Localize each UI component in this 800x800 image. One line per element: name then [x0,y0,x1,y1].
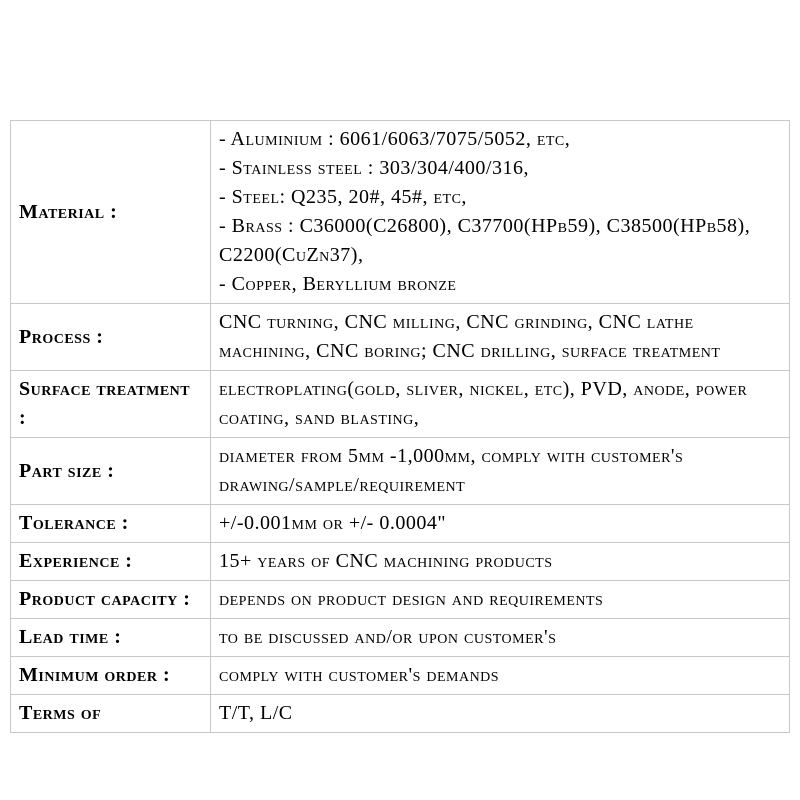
row-value-line: - Copper, Beryllium bronze [219,270,781,299]
row-value-line: to be discussed and/or upon customer's [219,623,781,652]
row-value: 15+ years of CNC machining products [211,543,790,581]
table-row: Minimum order : comply with customer's de… [11,657,790,695]
row-value: electroplating(gold, sliver, nickel, etc… [211,371,790,438]
row-value-line: depends on product design and requiremen… [219,585,781,614]
row-value-line: diameter from 5mm -1,000mm, comply with … [219,442,781,500]
spec-table: Material :- Aluminium : 6061/6063/7075/5… [10,120,790,733]
row-value-line: CNC turning, CNC milling, CNC grinding, … [219,308,781,366]
row-value: to be discussed and/or upon customer's [211,619,790,657]
row-value: - Aluminium : 6061/6063/7075/5052, etc,-… [211,121,790,304]
spec-table-body: Material :- Aluminium : 6061/6063/7075/5… [11,121,790,733]
row-label: Tolerance : [11,505,211,543]
row-value-line: - Brass : C36000(C26800), C37700(HPb59),… [219,212,781,270]
row-value: T/T, L/C [211,695,790,733]
row-label: Product capacity : [11,581,211,619]
table-row: Lead time : to be discussed and/or upon c… [11,619,790,657]
row-value-line: +/-0.001mm or +/- 0.0004" [219,509,781,538]
row-value-line: comply with customer's demands [219,661,781,690]
row-label: Terms of [11,695,211,733]
row-value-line: - Steel: Q235, 20#, 45#, etc, [219,183,781,212]
spec-table-container: Material :- Aluminium : 6061/6063/7075/5… [0,0,800,733]
row-value: CNC turning, CNC milling, CNC grinding, … [211,304,790,371]
row-value-line: 15+ years of CNC machining products [219,547,781,576]
row-value: diameter from 5mm -1,000mm, comply with … [211,438,790,505]
table-row: Material :- Aluminium : 6061/6063/7075/5… [11,121,790,304]
row-value-line: T/T, L/C [219,699,781,728]
row-label: Experience : [11,543,211,581]
row-label: Material : [11,121,211,304]
row-label: Surface treatment : [11,371,211,438]
row-value-line: - Stainless steel : 303/304/400/316, [219,154,781,183]
table-row: Experience : 15+ years of CNC machining p… [11,543,790,581]
table-row: Surface treatment :electroplating(gold, … [11,371,790,438]
table-row: Terms of T/T, L/C [11,695,790,733]
row-value-line: electroplating(gold, sliver, nickel, etc… [219,375,781,433]
row-label: Lead time : [11,619,211,657]
row-value-line: - Aluminium : 6061/6063/7075/5052, etc, [219,125,781,154]
row-value: comply with customer's demands [211,657,790,695]
row-label: Part size : [11,438,211,505]
row-value: depends on product design and requiremen… [211,581,790,619]
row-label: Process : [11,304,211,371]
table-row: Product capacity : depends on product des… [11,581,790,619]
row-label: Minimum order : [11,657,211,695]
table-row: Process :CNC turning, CNC milling, CNC g… [11,304,790,371]
row-value: +/-0.001mm or +/- 0.0004" [211,505,790,543]
table-row: Tolerance : +/-0.001mm or +/- 0.0004" [11,505,790,543]
table-row: Part size :diameter from 5mm -1,000mm, c… [11,438,790,505]
